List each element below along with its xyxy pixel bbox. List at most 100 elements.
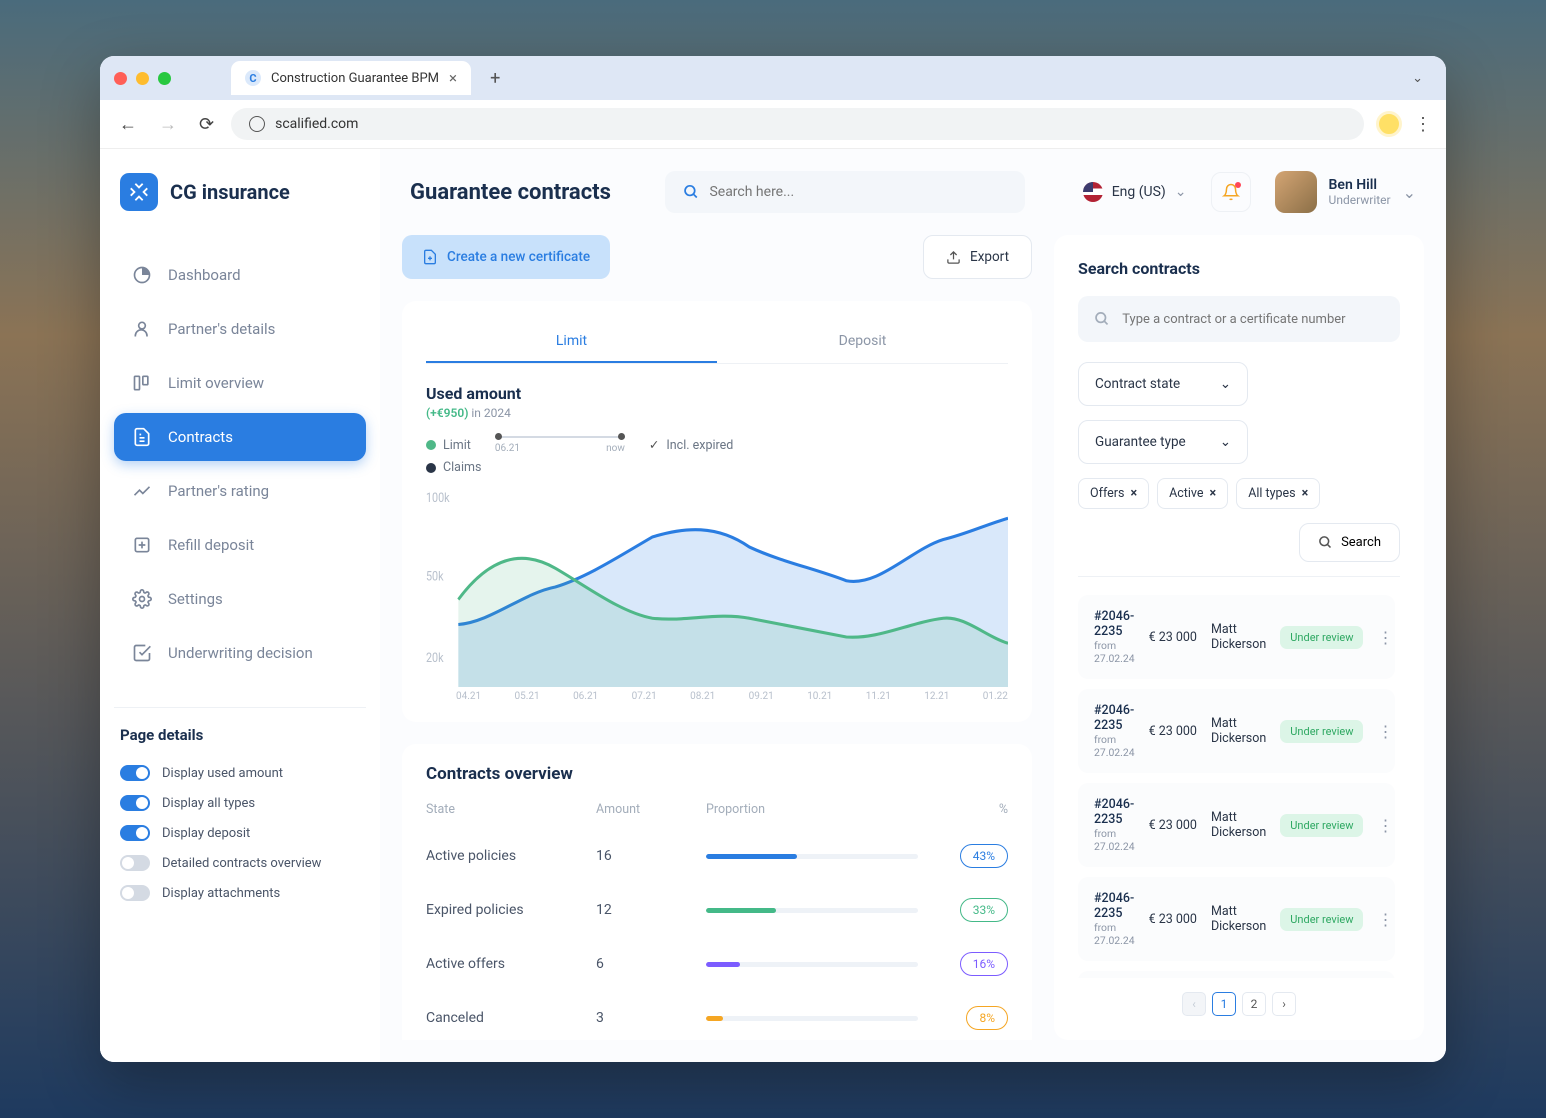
notifications-button[interactable] <box>1211 172 1251 212</box>
topbar: Guarantee contracts Eng (US) ⌄ Ben Hill <box>380 149 1446 235</box>
create-certificate-button[interactable]: Create a new certificate <box>402 235 610 279</box>
results-list: #2046-2235from 27.02.24€ 23 000Matt Dick… <box>1078 595 1400 978</box>
page-2[interactable]: 2 <box>1242 992 1266 1016</box>
search-button[interactable]: Search <box>1299 523 1400 562</box>
language-label: Eng (US) <box>1112 184 1166 200</box>
filter-chip[interactable]: Offers × <box>1078 478 1149 509</box>
nav-icon <box>132 535 152 555</box>
forward-button[interactable]: → <box>154 109 182 140</box>
more-icon[interactable]: ⋮ <box>1377 816 1393 835</box>
date-slider[interactable]: 06.21now <box>495 436 625 454</box>
nav-icon <box>132 373 152 393</box>
user-menu[interactable]: Ben Hill Underwriter ⌄ <box>1275 171 1416 213</box>
favicon: C <box>245 70 261 86</box>
app-root: CG insurance Dashboard Partner's details L… <box>100 149 1446 1062</box>
filter-chip[interactable]: All types × <box>1236 478 1320 509</box>
result-row[interactable]: #2046-2235from 27.02.24€ 23 000Matt Dick… <box>1078 689 1395 773</box>
browser-tabbar: C Construction Guarantee BPM × + ⌄ <box>100 56 1446 100</box>
chart-svg: 100k 50k 20k <box>426 487 1008 687</box>
traffic-lights[interactable] <box>114 72 171 85</box>
search-contracts-input-wrap[interactable] <box>1078 296 1400 342</box>
page-next[interactable]: › <box>1272 992 1296 1016</box>
toggle-row: Display deposit <box>114 818 366 848</box>
sidebar-item-dashboard[interactable]: Dashboard <box>114 251 366 299</box>
nav-icon <box>132 427 152 447</box>
sidebar-item-refill-deposit[interactable]: Refill deposit <box>114 521 366 569</box>
more-icon[interactable]: ⋮ <box>1377 628 1393 647</box>
search-icon <box>1094 310 1110 328</box>
chip-remove-icon[interactable]: × <box>1210 486 1217 501</box>
toggle-row: Display attachments <box>114 878 366 908</box>
overview-row: Canceled38% <box>426 991 1008 1040</box>
toggle[interactable] <box>120 855 150 871</box>
guarantee-type-dropdown[interactable]: Guarantee type⌄ <box>1078 420 1248 464</box>
export-button[interactable]: Export <box>923 235 1032 279</box>
nav-icon <box>132 265 152 285</box>
browser-menu-icon[interactable]: ⋮ <box>1414 114 1432 135</box>
chevron-down-icon: ⌄ <box>1175 184 1187 200</box>
more-icon[interactable]: ⋮ <box>1377 910 1393 929</box>
left-column: Create a new certificate Export Limit De… <box>402 235 1032 1040</box>
filter-chip[interactable]: Active × <box>1157 478 1228 509</box>
page-prev[interactable]: ‹ <box>1182 992 1206 1016</box>
sidebar: CG insurance Dashboard Partner's details L… <box>100 149 380 1062</box>
search-panel-title: Search contracts <box>1078 259 1400 278</box>
toggle[interactable] <box>120 765 150 781</box>
tab-title: Construction Guarantee BPM <box>271 71 439 86</box>
page-1[interactable]: 1 <box>1212 992 1236 1016</box>
chart-legend-2: Claims <box>426 460 1008 475</box>
toggle[interactable] <box>120 885 150 901</box>
nav-icon <box>132 319 152 339</box>
chip-remove-icon[interactable]: × <box>1130 486 1137 501</box>
search-input[interactable] <box>709 184 1006 200</box>
result-row[interactable]: #2046-2235from 27.02.24€ 23 000Matt Dick… <box>1078 877 1395 961</box>
toggle-row: Display all types <box>114 788 366 818</box>
search-top[interactable] <box>665 171 1025 213</box>
more-icon[interactable]: ⋮ <box>1377 722 1393 741</box>
nav-list: Dashboard Partner's details Limit overview… <box>114 251 366 683</box>
sidebar-item-settings[interactable]: Settings <box>114 575 366 623</box>
back-button[interactable]: ← <box>114 109 142 140</box>
legend-claims: Claims <box>426 460 481 475</box>
overview-row: Active policies1643% <box>426 829 1008 883</box>
nav-icon <box>132 643 152 663</box>
result-row[interactable]: #2046-2235from 27.02.24€ 23 000Matt Dick… <box>1078 971 1395 978</box>
browser-tab[interactable]: C Construction Guarantee BPM × <box>231 61 471 95</box>
language-selector[interactable]: Eng (US) ⌄ <box>1083 182 1187 202</box>
sidebar-item-contracts[interactable]: Contracts <box>114 413 366 461</box>
toggle[interactable] <box>120 795 150 811</box>
nav-icon <box>132 589 152 609</box>
sidebar-item-limit-overview[interactable]: Limit overview <box>114 359 366 407</box>
overview-rows: Active policies1643%Expired policies1233… <box>426 829 1008 1040</box>
tab-close-icon[interactable]: × <box>449 69 457 87</box>
search-icon <box>683 183 700 201</box>
url-text: scalified.com <box>275 116 358 132</box>
new-tab-button[interactable]: + <box>481 63 509 94</box>
incl-expired-checkbox[interactable]: ✓Incl. expired <box>649 437 733 453</box>
contract-state-dropdown[interactable]: Contract state⌄ <box>1078 362 1248 406</box>
result-row[interactable]: #2046-2235from 27.02.24€ 23 000Matt Dick… <box>1078 595 1395 679</box>
browser-window: C Construction Guarantee BPM × + ⌄ ← → ⟳… <box>100 56 1446 1062</box>
divider <box>1078 576 1400 577</box>
page-title: Guarantee contracts <box>410 180 611 205</box>
search-icon <box>1318 535 1333 550</box>
reload-button[interactable]: ⟳ <box>194 109 219 140</box>
logo[interactable]: CG insurance <box>114 173 366 211</box>
url-bar[interactable]: scalified.com <box>231 108 1364 140</box>
toggle[interactable] <box>120 825 150 841</box>
search-contracts-input[interactable] <box>1122 312 1384 327</box>
svg-text:20k: 20k <box>426 650 444 665</box>
sidebar-item-partner-s-details[interactable]: Partner's details <box>114 305 366 353</box>
chevron-down-icon: ⌄ <box>1220 376 1231 392</box>
tab-deposit[interactable]: Deposit <box>717 321 1008 363</box>
tab-limit[interactable]: Limit <box>426 321 717 363</box>
sidebar-item-partner-s-rating[interactable]: Partner's rating <box>114 467 366 515</box>
chip-remove-icon[interactable]: × <box>1302 486 1309 501</box>
flag-icon <box>1083 182 1103 202</box>
chart-tabs: Limit Deposit <box>426 321 1008 364</box>
sidebar-item-underwriting-decision[interactable]: Underwriting decision <box>114 629 366 677</box>
profile-button[interactable] <box>1376 111 1402 137</box>
bell-icon <box>1222 183 1240 201</box>
result-row[interactable]: #2046-2235from 27.02.24€ 23 000Matt Dick… <box>1078 783 1395 867</box>
tabs-dropdown-icon[interactable]: ⌄ <box>1403 66 1432 91</box>
